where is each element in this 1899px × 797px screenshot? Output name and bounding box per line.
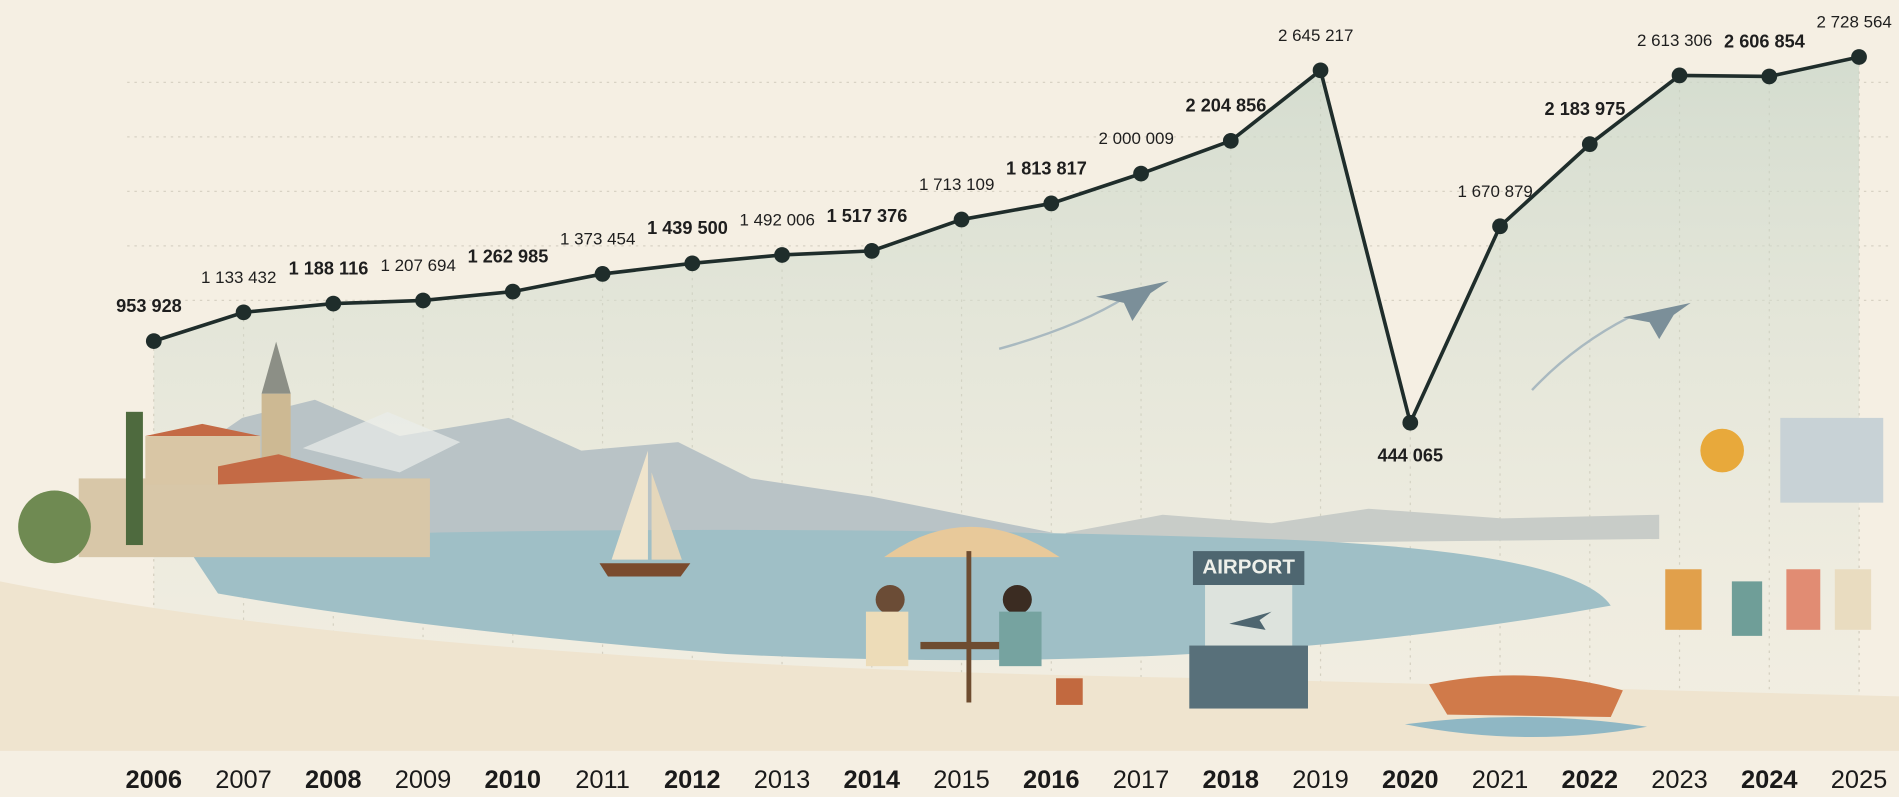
value-label: 1 133 432 [201, 268, 276, 287]
point [1313, 62, 1329, 78]
value-label: 1 713 109 [919, 175, 994, 194]
x-tick-label: 2025 [1831, 766, 1888, 794]
x-tick-label: 2009 [395, 766, 452, 794]
value-label: 1 813 817 [1006, 158, 1087, 178]
value-label: 1 262 985 [468, 246, 549, 266]
value-label: 1 517 376 [827, 206, 908, 226]
point [1402, 415, 1418, 431]
point [236, 304, 252, 320]
x-tick-label: 2024 [1741, 766, 1798, 794]
point [1223, 133, 1239, 149]
point [505, 284, 521, 300]
x-tick-label: 2018 [1203, 766, 1260, 794]
point [774, 247, 790, 263]
value-label: 2 204 856 [1186, 96, 1267, 116]
x-tick-label: 2020 [1382, 766, 1439, 794]
x-tick-label: 2012 [664, 766, 721, 794]
x-tick-label: 2008 [305, 766, 362, 794]
x-tick-label: 2011 [575, 766, 630, 794]
hotel [1780, 418, 1883, 503]
x-tick-label: 2021 [1472, 766, 1529, 794]
x-tick-label: 2014 [844, 766, 901, 794]
x-tick-label: 2019 [1292, 766, 1349, 794]
airport-sign: AIRPORT [1202, 555, 1295, 578]
point [864, 243, 880, 259]
value-label: 2 728 564 [1817, 13, 1892, 32]
value-label: 1 373 454 [560, 229, 635, 248]
x-tick-label: 2022 [1562, 766, 1619, 794]
value-label: 444 065 [1377, 445, 1443, 465]
x-tick-label: 2023 [1651, 766, 1708, 794]
airport: AIRPORT [1189, 551, 1308, 708]
value-label: 953 928 [116, 296, 182, 316]
point [954, 212, 970, 228]
value-label: 1 670 879 [1458, 182, 1533, 201]
x-tick-label: 2017 [1113, 766, 1170, 794]
x-tick-label: 2016 [1023, 766, 1080, 794]
sun [1700, 429, 1744, 473]
chart: AIRPORT 953 928 2006 1 133 432 2007 1 188 11… [0, 0, 1899, 797]
point [415, 293, 431, 309]
point [146, 333, 162, 349]
x-tick-label: 2013 [754, 766, 811, 794]
x-tick-label: 2006 [126, 766, 183, 794]
point [1043, 196, 1059, 212]
value-label: 1 492 006 [740, 211, 815, 230]
value-label: 2 613 306 [1637, 31, 1712, 50]
point [595, 266, 611, 282]
value-label: 1 439 500 [647, 218, 728, 238]
x-tick-label: 2010 [485, 766, 542, 794]
point [1851, 49, 1867, 65]
point [1582, 136, 1598, 152]
value-label: 2 645 217 [1278, 26, 1353, 45]
point [684, 255, 700, 271]
point [1672, 68, 1688, 84]
value-label: 1 207 694 [381, 256, 456, 275]
point [1133, 166, 1149, 182]
value-label: 2 606 854 [1724, 31, 1805, 51]
x-tick-label: 2015 [933, 766, 990, 794]
point [1761, 69, 1777, 85]
value-label: 2 000 009 [1099, 129, 1174, 148]
point [1492, 218, 1508, 234]
value-label: 1 188 116 [289, 258, 369, 278]
value-label: 2 183 975 [1545, 99, 1626, 119]
x-tick-label: 2007 [215, 766, 272, 794]
point [325, 296, 341, 312]
